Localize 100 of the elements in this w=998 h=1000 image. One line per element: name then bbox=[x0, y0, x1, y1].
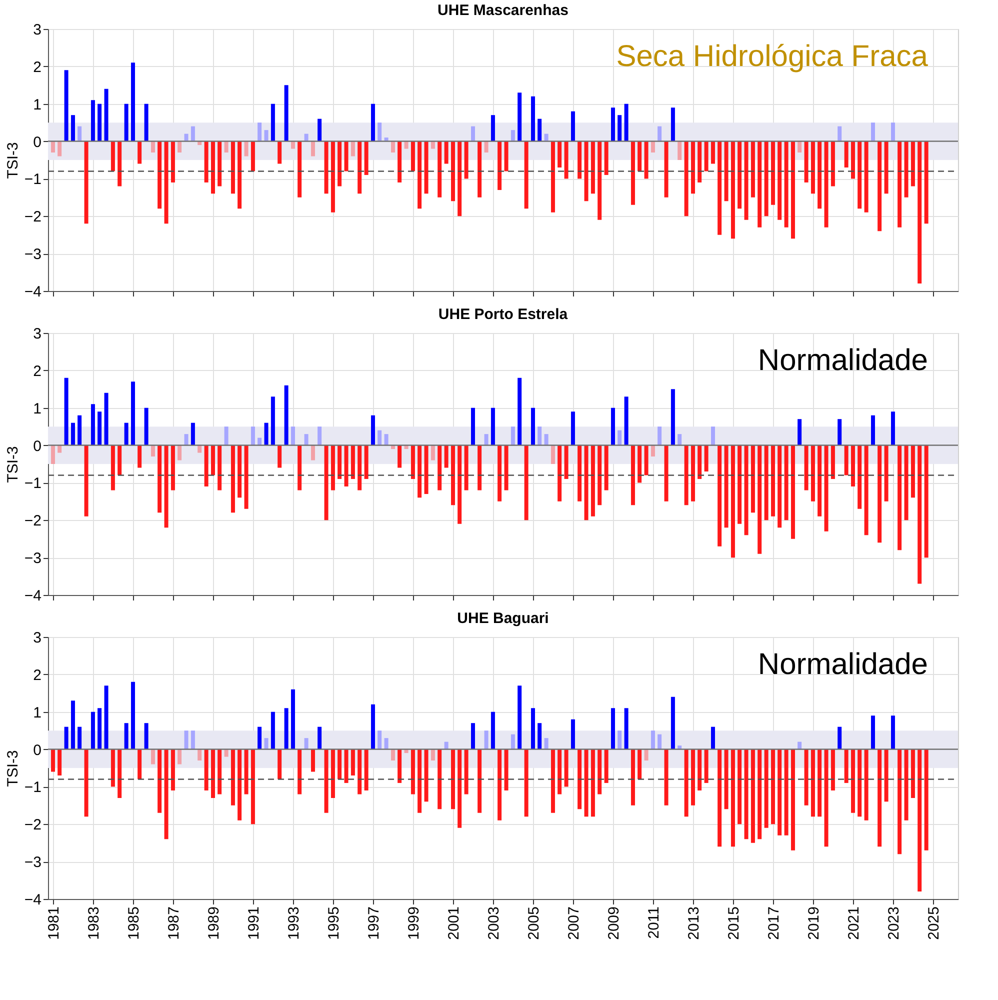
bar bbox=[84, 445, 88, 516]
bar bbox=[344, 141, 348, 172]
bar bbox=[330, 141, 335, 212]
bar bbox=[490, 115, 495, 142]
bar bbox=[258, 726, 262, 750]
bar bbox=[558, 749, 562, 794]
bar bbox=[644, 141, 648, 179]
bar bbox=[70, 422, 75, 446]
bar bbox=[818, 445, 822, 516]
bar bbox=[150, 749, 155, 764]
y-axis-title: TSI-3 bbox=[4, 750, 22, 787]
y-tick-label: −2 bbox=[24, 208, 42, 226]
bar bbox=[764, 445, 768, 520]
annotation: Normalidade bbox=[758, 344, 928, 377]
bar bbox=[184, 730, 188, 750]
bar bbox=[338, 445, 342, 479]
x-tick-label: 1981 bbox=[46, 906, 62, 940]
bar bbox=[778, 141, 782, 220]
bar bbox=[264, 422, 268, 446]
bar bbox=[211, 141, 215, 194]
bar bbox=[338, 749, 342, 780]
bar bbox=[804, 445, 808, 490]
bar bbox=[824, 749, 828, 847]
bar bbox=[410, 141, 415, 172]
bar bbox=[730, 445, 735, 558]
bar bbox=[278, 445, 282, 468]
x-tick-label: 1993 bbox=[286, 906, 303, 940]
bar bbox=[70, 115, 75, 142]
bar bbox=[584, 141, 588, 202]
bar bbox=[364, 141, 368, 175]
bar bbox=[98, 104, 102, 142]
bar bbox=[51, 749, 55, 772]
y-tick-label: −2 bbox=[24, 816, 42, 834]
bar bbox=[170, 141, 175, 182]
bar bbox=[498, 445, 502, 502]
bar bbox=[124, 104, 128, 142]
x-tick-label: 2005 bbox=[526, 906, 543, 940]
bar bbox=[238, 141, 242, 209]
bar bbox=[611, 108, 616, 142]
bar bbox=[90, 100, 95, 142]
y-tick-label: −4 bbox=[24, 892, 42, 908]
bar bbox=[224, 141, 228, 153]
x-tick-label: 2007 bbox=[565, 906, 582, 940]
annotation: Seca Hidrológica Fraca bbox=[616, 40, 928, 73]
bar bbox=[724, 749, 728, 810]
x-tick-label: 1991 bbox=[245, 906, 262, 940]
x-tick-label: 2001 bbox=[446, 906, 463, 940]
bar bbox=[264, 738, 268, 750]
bar bbox=[564, 141, 568, 179]
bar bbox=[278, 141, 282, 164]
x-tick-label: 1989 bbox=[206, 906, 222, 940]
bar bbox=[771, 141, 776, 205]
bar bbox=[510, 426, 515, 446]
bar bbox=[98, 412, 102, 446]
bar bbox=[358, 749, 362, 794]
bar bbox=[371, 104, 376, 142]
bar bbox=[771, 445, 776, 516]
bar bbox=[110, 445, 115, 490]
y-tick-label: −1 bbox=[24, 779, 42, 796]
bar bbox=[418, 445, 422, 498]
bar bbox=[484, 141, 488, 153]
bar bbox=[791, 749, 795, 850]
bar bbox=[590, 445, 595, 516]
bar bbox=[638, 749, 642, 780]
bar bbox=[318, 118, 322, 142]
bar bbox=[158, 445, 162, 513]
bar bbox=[451, 749, 456, 810]
bar bbox=[664, 141, 668, 198]
y-tick-label: 2 bbox=[33, 362, 42, 380]
bar bbox=[570, 719, 575, 750]
bar bbox=[270, 396, 275, 446]
bar bbox=[364, 445, 368, 479]
bar bbox=[678, 434, 682, 446]
bar bbox=[150, 445, 155, 457]
bar bbox=[838, 419, 842, 446]
bar bbox=[670, 696, 675, 750]
bar bbox=[924, 445, 928, 558]
bar bbox=[724, 141, 728, 202]
bar bbox=[730, 141, 735, 239]
bar bbox=[124, 723, 128, 750]
bar bbox=[444, 445, 448, 468]
bar bbox=[430, 749, 435, 761]
bar bbox=[684, 141, 688, 216]
bar bbox=[538, 723, 542, 750]
bar bbox=[304, 434, 308, 446]
bar bbox=[858, 445, 862, 509]
bar bbox=[158, 749, 162, 813]
bar bbox=[451, 141, 456, 202]
bar bbox=[578, 749, 582, 810]
bar bbox=[418, 749, 422, 813]
bar bbox=[144, 723, 148, 750]
bar bbox=[378, 730, 382, 750]
bar bbox=[458, 445, 462, 524]
y-tick-label: 2 bbox=[33, 666, 42, 684]
bar bbox=[224, 426, 228, 446]
bar bbox=[691, 749, 696, 806]
bar bbox=[78, 726, 82, 750]
y-axis-title: TSI-3 bbox=[4, 446, 22, 483]
x-tick-label: 2021 bbox=[846, 906, 863, 940]
bar bbox=[871, 415, 875, 446]
